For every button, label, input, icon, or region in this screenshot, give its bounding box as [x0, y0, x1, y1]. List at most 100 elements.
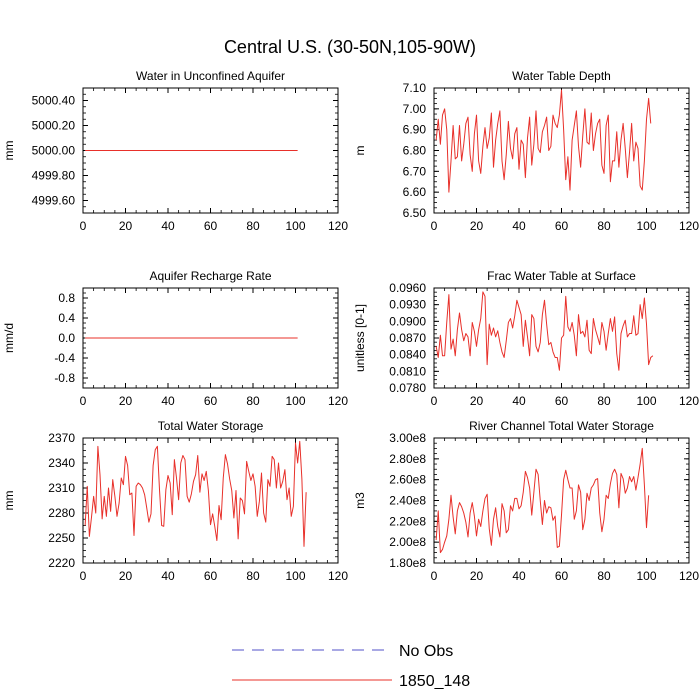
- series-line-1850_148: [84, 440, 307, 547]
- panel-4: Frac Water Table at Surface unitless [0-1…: [353, 269, 699, 408]
- legend-label-1850-148: 1850_148: [399, 673, 470, 690]
- x-tick-label: 80: [597, 569, 611, 583]
- x-tick-label: 80: [246, 394, 260, 408]
- y-axis-label: mm: [2, 491, 16, 511]
- x-tick-label: 20: [119, 219, 133, 233]
- y-tick-label: 0.0840: [389, 348, 426, 362]
- y-tick-label: -0.8: [54, 371, 75, 385]
- legend: No Obs 1850_148: [232, 643, 470, 690]
- x-tick-label: 60: [555, 219, 569, 233]
- plot-frame: [433, 87, 690, 214]
- y-tick-label: 1.80e8: [389, 556, 426, 570]
- y-tick-label: 7.10: [403, 81, 427, 95]
- y-tick-label: 2280: [48, 506, 75, 520]
- y-axis-label: m: [353, 146, 367, 156]
- y-tick-label: 5000.00: [32, 144, 76, 158]
- y-tick-label: 5000.20: [32, 119, 76, 133]
- y-tick-label: 6.70: [403, 164, 427, 178]
- y-tick-label: 7.00: [403, 102, 427, 116]
- x-tick-label: 100: [285, 219, 305, 233]
- x-tick-label: 40: [161, 569, 175, 583]
- x-tick-label: 20: [470, 569, 484, 583]
- y-tick-label: 0.8: [58, 291, 75, 305]
- x-tick-label: 120: [328, 394, 348, 408]
- panel-title: Water Table Depth: [512, 69, 611, 83]
- x-tick-label: 120: [679, 219, 699, 233]
- x-tick-label: 0: [80, 569, 87, 583]
- y-axis-label: unitless [0-1]: [353, 304, 367, 372]
- x-tick-label: 40: [161, 394, 175, 408]
- x-tick-label: 60: [204, 394, 218, 408]
- x-tick-label: 60: [204, 569, 218, 583]
- y-tick-label: 0.0960: [389, 281, 426, 295]
- y-tick-label: 2.20e8: [389, 514, 426, 528]
- x-tick-label: 40: [512, 394, 526, 408]
- panel-title: Frac Water Table at Surface: [487, 269, 636, 283]
- panel-title: River Channel Total Water Storage: [469, 419, 654, 433]
- x-tick-label: 40: [512, 219, 526, 233]
- x-tick-label: 120: [328, 569, 348, 583]
- x-tick-label: 20: [119, 394, 133, 408]
- y-tick-label: 0.0810: [389, 364, 426, 378]
- y-tick-label: 2250: [48, 531, 75, 545]
- x-tick-label: 120: [679, 569, 699, 583]
- y-tick-label: 5000.40: [32, 94, 76, 108]
- x-tick-label: 20: [470, 219, 484, 233]
- x-tick-label: 20: [119, 569, 133, 583]
- y-axis-label: mm: [2, 141, 16, 161]
- x-tick-label: 0: [431, 394, 438, 408]
- y-tick-label: 2.80e8: [389, 452, 426, 466]
- x-tick-label: 100: [636, 394, 656, 408]
- x-tick-label: 100: [285, 569, 305, 583]
- x-tick-label: 80: [246, 569, 260, 583]
- y-tick-label: 2370: [48, 431, 75, 445]
- x-tick-label: 0: [80, 219, 87, 233]
- panel-1: Water in Unconfined Aquifer mm 0 20 40 60 80 10…: [2, 69, 348, 233]
- y-tick-label: 4999.60: [32, 194, 76, 208]
- y-tick-label: 2220: [48, 556, 75, 570]
- y-tick-label: 0.4: [58, 311, 75, 325]
- panel-6: River Channel Total Water Storage m3 0 20 40…: [353, 419, 699, 583]
- y-tick-label: 0.0780: [389, 381, 426, 395]
- plot-frame: [433, 437, 690, 564]
- x-tick-label: 100: [636, 219, 656, 233]
- y-tick-label: 6.80: [403, 144, 427, 158]
- y-tick-label: 0.0900: [389, 314, 426, 328]
- y-tick-label: 6.50: [403, 206, 427, 220]
- panel-title: Water in Unconfined Aquifer: [136, 69, 285, 83]
- series-line-1850_148: [435, 447, 650, 554]
- figure-title: Central U.S. (30-50N,105-90W): [224, 37, 476, 57]
- x-tick-label: 120: [328, 219, 348, 233]
- x-tick-label: 80: [597, 394, 611, 408]
- x-tick-label: 60: [555, 394, 569, 408]
- y-tick-label: 3.00e8: [389, 431, 426, 445]
- y-tick-label: 2.60e8: [389, 473, 426, 487]
- y-tick-label: 2310: [48, 481, 75, 495]
- panels: Water in Unconfined Aquifer mm 0 20 40 60 80 10…: [2, 69, 699, 583]
- panel-title: Aquifer Recharge Rate: [149, 269, 271, 283]
- legend-label-no-obs: No Obs: [399, 643, 453, 660]
- x-tick-label: 0: [80, 394, 87, 408]
- x-tick-label: 0: [431, 219, 438, 233]
- x-tick-label: 80: [246, 219, 260, 233]
- plot-frame: [82, 437, 339, 564]
- series-line-1850_148: [435, 89, 652, 193]
- panel-5: Total Water Storage mm 0 20 40 60 80 100 120 2220…: [2, 419, 348, 583]
- panel-2: Water Table Depth m 0 20 40 60 80 100 120 6.50 6.6…: [353, 69, 699, 233]
- x-tick-label: 60: [555, 569, 569, 583]
- y-tick-label: 2.00e8: [389, 535, 426, 549]
- panel-title: Total Water Storage: [158, 419, 264, 433]
- y-axis-label: mm/d: [2, 323, 16, 353]
- y-tick-label: 4999.80: [32, 169, 76, 183]
- y-tick-label: 2340: [48, 456, 75, 470]
- x-tick-label: 40: [161, 219, 175, 233]
- y-tick-label: 0.0870: [389, 331, 426, 345]
- x-tick-label: 120: [679, 394, 699, 408]
- x-tick-label: 40: [512, 569, 526, 583]
- y-tick-label: 6.60: [403, 185, 427, 199]
- panel-3: Aquifer Recharge Rate mm/d 0 20 40 60 80 100 120…: [2, 269, 348, 408]
- x-tick-label: 80: [597, 219, 611, 233]
- y-axis-label: m3: [353, 492, 367, 509]
- y-tick-label: 2.40e8: [389, 494, 426, 508]
